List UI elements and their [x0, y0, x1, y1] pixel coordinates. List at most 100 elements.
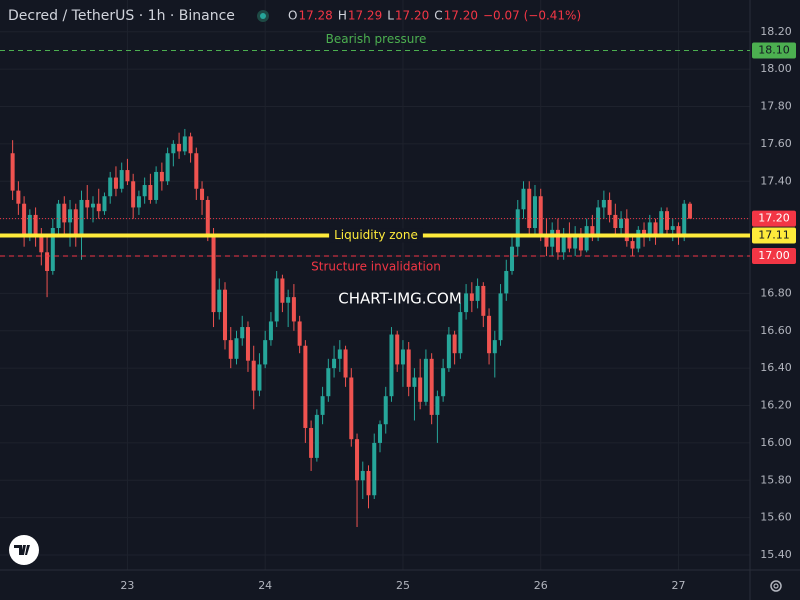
candle-body [240, 327, 245, 339]
candle-body [510, 246, 515, 271]
candle-body [154, 171, 159, 200]
candle-body [492, 340, 497, 354]
y-tick-label: 15.60 [760, 511, 792, 524]
candle-body [567, 237, 572, 249]
ohlc-key: C [434, 9, 442, 23]
tv-logo [9, 535, 39, 565]
candle-body [429, 358, 434, 415]
candle-body [527, 188, 532, 228]
candle-body [555, 229, 560, 253]
candle-body [687, 203, 692, 219]
level-badge [752, 248, 796, 265]
candle-body [487, 315, 492, 354]
candle-body [573, 233, 578, 249]
header-ohlc: O 17.28 H 17.29 L 17.20 C 17.20 −0.07 (−0.41%) [288, 9, 581, 23]
candle-body [446, 334, 451, 369]
candle-body [257, 364, 262, 391]
candle-body [50, 228, 55, 271]
x-tick-label: 24 [258, 579, 272, 592]
level-price: 17.00 [758, 249, 790, 262]
candle-body [337, 349, 342, 359]
candle-body [584, 226, 589, 251]
candle-body [682, 203, 687, 238]
candle-body [360, 470, 365, 481]
candle-body [113, 177, 118, 189]
x-tick-label: 27 [671, 579, 685, 592]
candle-body [309, 427, 314, 458]
candle-body [16, 190, 21, 204]
candle-body [406, 349, 411, 387]
candle-body [73, 209, 78, 238]
level-name: Bearish pressure [326, 32, 427, 46]
candle-body [676, 226, 681, 238]
candle-body [27, 214, 32, 234]
x-tick-label: 26 [534, 579, 548, 592]
candle-body [320, 396, 325, 415]
candle-body [211, 233, 216, 313]
candle-body [274, 278, 279, 322]
candle-body [613, 214, 618, 228]
candle-body [475, 285, 480, 301]
level-price: 18.10 [758, 43, 790, 56]
candle-body [596, 207, 601, 238]
candle-body [464, 293, 469, 313]
y-tick-label: 16.20 [760, 399, 792, 412]
candle-body [515, 209, 520, 247]
candle-body [303, 345, 308, 428]
y-tick-label: 17.60 [760, 137, 792, 150]
candle-body [10, 153, 15, 191]
candle-body [314, 414, 319, 458]
y-tick-label: 17.80 [760, 100, 792, 113]
y-tick-label: 16.00 [760, 436, 792, 449]
header-title: Decred / TetherUS · 1h · Binance [8, 8, 235, 24]
candle-body [136, 196, 141, 208]
candle-body [85, 199, 90, 208]
candle-body [619, 218, 624, 228]
candle-body [182, 136, 187, 152]
candle-body [108, 177, 113, 197]
candle-body [251, 360, 256, 391]
candle-body [452, 334, 457, 354]
candle-body [165, 153, 170, 182]
ohlc-key: L [387, 9, 394, 23]
candle-body [377, 424, 383, 443]
x-tick-label: 25 [396, 579, 410, 592]
candle-body [326, 368, 331, 397]
candle-body [355, 439, 360, 481]
candle-body [653, 222, 658, 234]
candle-body [636, 229, 641, 249]
candle-body [217, 289, 222, 313]
y-tick-label: 16.40 [760, 361, 792, 374]
candle-body [372, 442, 377, 496]
level-badge [752, 227, 796, 244]
candle-body [670, 226, 675, 230]
candle-body [630, 241, 635, 249]
ohlc-value: 17.29 [348, 9, 382, 23]
candle-body [349, 377, 354, 440]
candle-body [366, 470, 371, 496]
candle-body [297, 321, 302, 346]
candle-body [550, 229, 555, 247]
candle-body [578, 233, 583, 251]
candles [10, 128, 692, 528]
y-tick-label: 16.60 [760, 324, 792, 337]
candle-body [205, 199, 210, 234]
candle-body [607, 199, 612, 215]
settings-gear[interactable] [770, 580, 782, 592]
level-price: 17.20 [758, 212, 790, 225]
candle-body [561, 237, 566, 253]
candle-body [131, 181, 136, 208]
candle-body [33, 214, 38, 238]
candle-body [268, 321, 273, 341]
candle-body [291, 297, 296, 322]
watermark: CHART-IMG.COM [338, 290, 462, 308]
candle-body [194, 153, 199, 189]
candle-body [280, 278, 285, 303]
ohlc-change: −0.07 (−0.41%) [483, 9, 581, 23]
y-tick-label: 15.40 [760, 548, 792, 561]
candle-body [395, 334, 400, 365]
candle-body [263, 340, 268, 365]
candle-body [498, 293, 503, 341]
